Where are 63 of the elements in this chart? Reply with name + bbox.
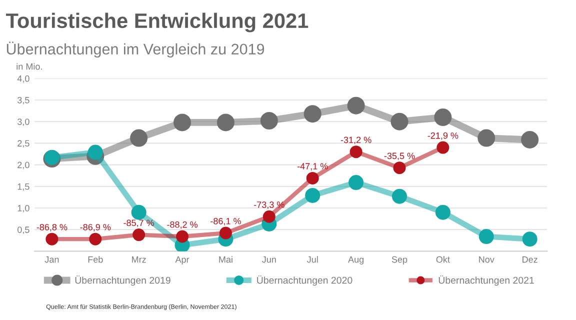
y-tick-label: 3,0 xyxy=(17,118,30,126)
point xyxy=(305,188,320,203)
point xyxy=(132,228,146,242)
y-axis-title: in Mio. xyxy=(16,63,42,70)
x-tick-label: Aug xyxy=(348,256,364,264)
x-tick-label: Mai xyxy=(219,256,232,263)
point xyxy=(262,210,276,223)
y-tick-label: 3,5 xyxy=(17,96,30,104)
point xyxy=(131,204,146,220)
chart-title: Touristische Entwicklung 2021 xyxy=(6,12,308,32)
point xyxy=(434,108,452,126)
x-tick-label: Apr xyxy=(175,256,190,264)
x-tick-label: Nov xyxy=(479,256,494,263)
annotation: -86,8 % xyxy=(36,224,68,232)
annotation: -88,2 % xyxy=(167,221,198,229)
point xyxy=(350,146,362,158)
annotation: -85,7 % xyxy=(124,220,154,228)
y-tick-label: 4,0 xyxy=(17,75,30,83)
point xyxy=(436,141,450,154)
x-tick-label: Mrz xyxy=(132,256,146,263)
legend-label: Übernachtungen 2019 xyxy=(75,276,170,286)
point xyxy=(176,230,189,243)
x-tick-label: Dez xyxy=(522,256,538,263)
point xyxy=(130,129,148,147)
point xyxy=(522,232,538,247)
point xyxy=(88,144,103,160)
annotation: -31,2 % xyxy=(340,136,372,144)
annotation: -35,5 % xyxy=(384,152,415,160)
point xyxy=(393,162,406,174)
point xyxy=(521,130,539,148)
chart-subtitle: Übernachtungen im Vergleich zu 2019 xyxy=(6,42,264,58)
point xyxy=(89,232,102,246)
x-tick-label: Sep xyxy=(392,256,408,264)
y-tick-label: 0,5 xyxy=(18,226,30,234)
point xyxy=(435,204,450,220)
point xyxy=(347,96,365,114)
point xyxy=(478,129,496,147)
y-tick-label: 1,5 xyxy=(18,183,30,191)
x-tick-label: Okt xyxy=(436,256,450,263)
annotation: -86,1 % xyxy=(210,218,241,226)
annotation: -21,9 % xyxy=(428,132,458,140)
point xyxy=(46,232,58,246)
x-tick-label: Jan xyxy=(44,256,59,263)
point xyxy=(392,188,407,204)
y-tick-label: 2,5 xyxy=(18,140,30,148)
point xyxy=(348,175,364,190)
legend-label: Übernachtungen 2021 xyxy=(438,276,534,286)
point xyxy=(390,112,408,130)
point xyxy=(216,114,234,132)
point xyxy=(174,114,192,132)
annotation: -86,9 % xyxy=(80,224,111,232)
point xyxy=(306,172,319,184)
annotation: -47,1 % xyxy=(297,163,328,171)
point xyxy=(219,226,232,240)
y-tick-label: 1,0 xyxy=(18,204,30,212)
y-tick-label: 2,0 xyxy=(18,162,30,170)
x-tick-label: Jun xyxy=(262,256,276,263)
x-tick-label: Feb xyxy=(88,256,103,263)
legend-label: Übernachtungen 2020 xyxy=(257,276,352,286)
point xyxy=(260,112,278,130)
point xyxy=(478,229,494,244)
x-tick-label: Jul xyxy=(306,256,318,263)
point xyxy=(304,105,322,123)
